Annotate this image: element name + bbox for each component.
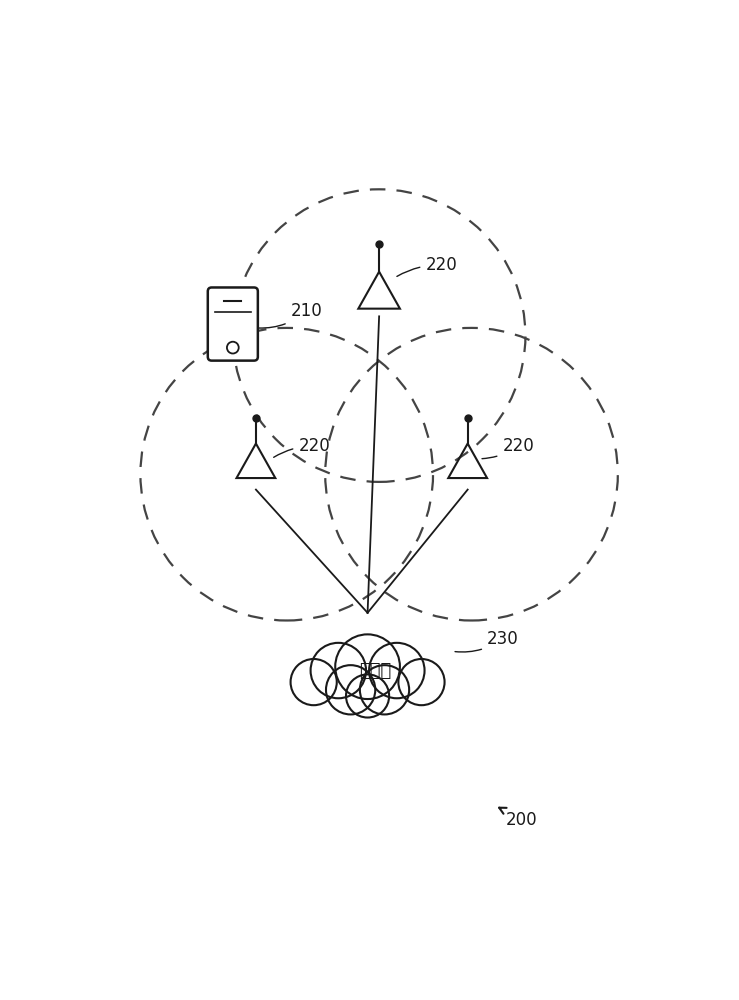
Circle shape — [360, 665, 409, 714]
Text: 220: 220 — [482, 437, 534, 459]
FancyBboxPatch shape — [208, 287, 258, 361]
Circle shape — [326, 665, 375, 714]
Circle shape — [369, 643, 424, 698]
Circle shape — [346, 674, 389, 718]
Circle shape — [336, 634, 400, 699]
Text: 220: 220 — [397, 256, 457, 276]
Text: 210: 210 — [259, 302, 322, 328]
Text: 核心网: 核心网 — [359, 662, 392, 680]
Circle shape — [398, 659, 445, 705]
Text: 230: 230 — [455, 630, 519, 652]
Text: 200: 200 — [499, 808, 537, 829]
Circle shape — [290, 659, 337, 705]
Text: 220: 220 — [273, 437, 330, 457]
Circle shape — [310, 643, 366, 698]
